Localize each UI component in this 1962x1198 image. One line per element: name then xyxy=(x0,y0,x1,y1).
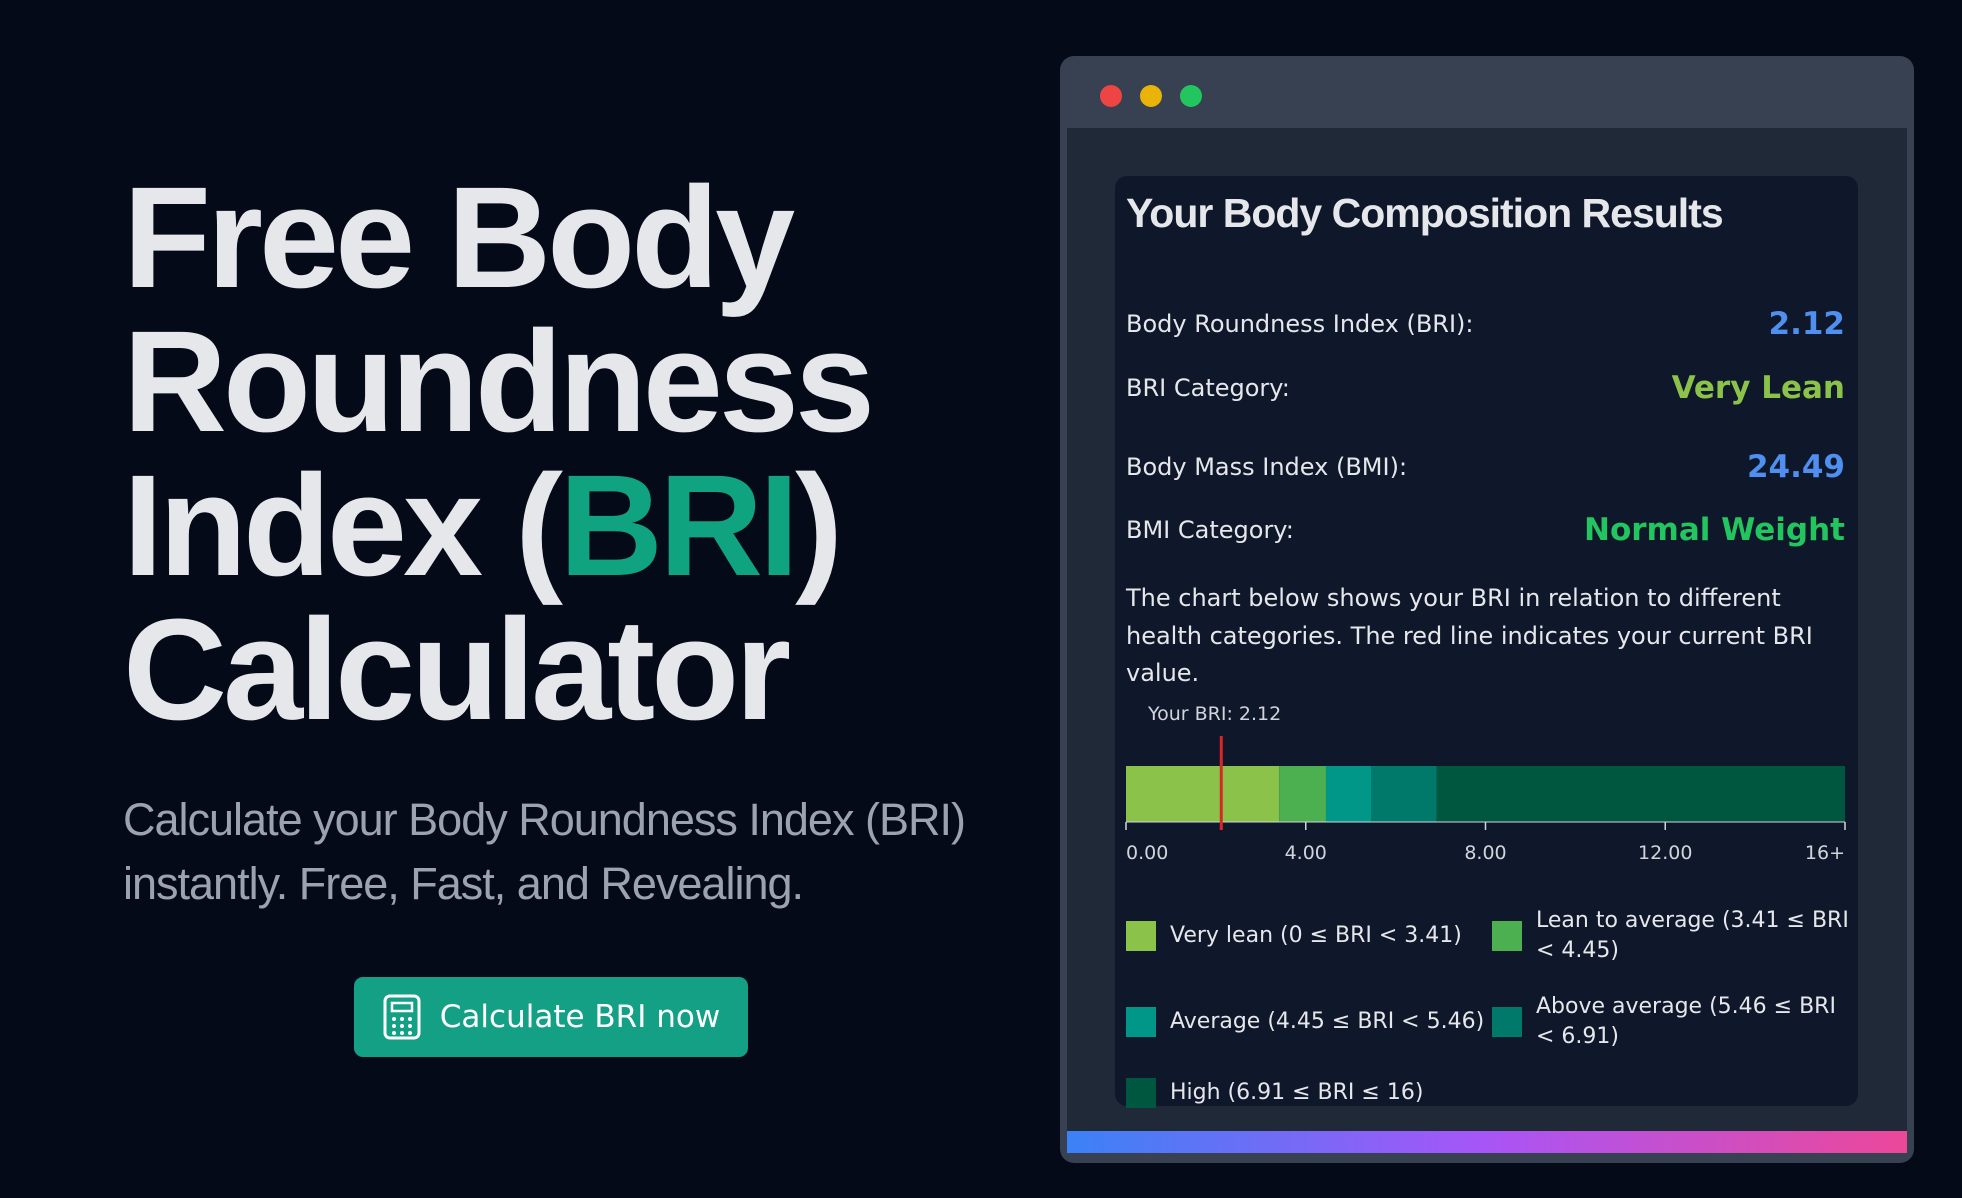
row-label: Body Roundness Index (BRI): xyxy=(1126,310,1474,338)
window-dot xyxy=(1180,85,1202,107)
range-segment xyxy=(1436,766,1845,822)
legend-label: Lean to average (3.41 ≤ BRI < 4.45) xyxy=(1536,908,1849,963)
row-value: Normal Weight xyxy=(1584,512,1845,548)
hero-subtitle: Calculate your Body Roundness Index (BRI… xyxy=(123,794,966,909)
row-label: BRI Category: xyxy=(1126,374,1290,402)
range-segment xyxy=(1371,766,1437,822)
row-value: 2.12 xyxy=(1768,306,1846,342)
range-segment xyxy=(1279,766,1326,822)
title-highlight: BRI xyxy=(559,445,799,606)
legend-swatch xyxy=(1492,1007,1522,1037)
result-row: BRI Category: Very Lean xyxy=(1126,370,1845,406)
row-label: Body Mass Index (BMI): xyxy=(1126,453,1408,481)
description: The chart below shows your BRI in relati… xyxy=(1126,584,1813,687)
result-row: BMI Category: Normal Weight xyxy=(1126,512,1845,548)
result-row: Body Roundness Index (BRI): 2.12 xyxy=(1126,306,1845,342)
button-label[interactable]: Calculate BRI now xyxy=(439,999,721,1035)
row-label: BMI Category: xyxy=(1126,516,1294,544)
x-tick-label: 16+ xyxy=(1805,842,1845,864)
x-tick-label: 12.00 xyxy=(1638,842,1692,864)
window-dot xyxy=(1140,85,1162,107)
row-value: Very Lean xyxy=(1671,370,1845,406)
legend-label: Very lean (0 ≤ BRI < 3.41) xyxy=(1170,923,1462,948)
legend-label: Average (4.45 ≤ BRI < 5.46) xyxy=(1170,1009,1485,1034)
calculator-icon xyxy=(383,994,421,1040)
results-card: Your Body Composition Results The chart … xyxy=(1115,176,1858,1108)
x-tick-label: 8.00 xyxy=(1464,842,1506,864)
result-row: Body Mass Index (BMI): 24.49 xyxy=(1126,449,1845,485)
range-segment xyxy=(1126,766,1280,822)
legend-item: Lean to average (3.41 ≤ BRI < 4.45) xyxy=(1492,906,1856,966)
range-segment xyxy=(1325,766,1372,822)
row-value: 24.49 xyxy=(1746,449,1845,485)
legend-swatch xyxy=(1492,921,1522,951)
window-dot xyxy=(1100,85,1122,107)
card-title: Your Body Composition Results xyxy=(1126,190,1724,236)
legend-swatch xyxy=(1126,1007,1156,1037)
calculate-button[interactable]: Calculate BRI now xyxy=(354,977,748,1057)
x-tick-label: 4.00 xyxy=(1285,842,1327,864)
bri-chart: 0.00 4.00 8.00 12.00 16+ Your BRI: 2.12 xyxy=(1125,703,1846,864)
legend-item: Above average (5.46 ≤ BRI < 6.91) xyxy=(1492,992,1856,1052)
legend-swatch xyxy=(1126,921,1156,951)
legend: Very lean (0 ≤ BRI < 3.41) Lean to averag… xyxy=(1126,906,1856,1108)
legend-item: Very lean (0 ≤ BRI < 3.41) xyxy=(1126,906,1492,966)
legend-item: Average (4.45 ≤ BRI < 5.46) xyxy=(1126,992,1492,1052)
legend-item: High (6.91 ≤ BRI ≤ 16) xyxy=(1126,1078,1492,1108)
legend-swatch xyxy=(1126,1078,1156,1108)
legend-label: Above average (5.46 ≤ BRI < 6.91) xyxy=(1536,994,1836,1049)
gradient-bar xyxy=(1067,1131,1907,1153)
title-text: ) Calculator xyxy=(123,445,843,750)
legend-label: High (6.91 ≤ BRI ≤ 16) xyxy=(1170,1080,1424,1105)
hero-title: Free Body Roundness Index (BRI) Calculat… xyxy=(123,166,1023,742)
marker-label: Your BRI: 2.12 xyxy=(1147,703,1281,725)
x-tick-label: 0.00 xyxy=(1126,842,1168,864)
title-text: Free Body Roundness Index ( xyxy=(123,157,875,606)
